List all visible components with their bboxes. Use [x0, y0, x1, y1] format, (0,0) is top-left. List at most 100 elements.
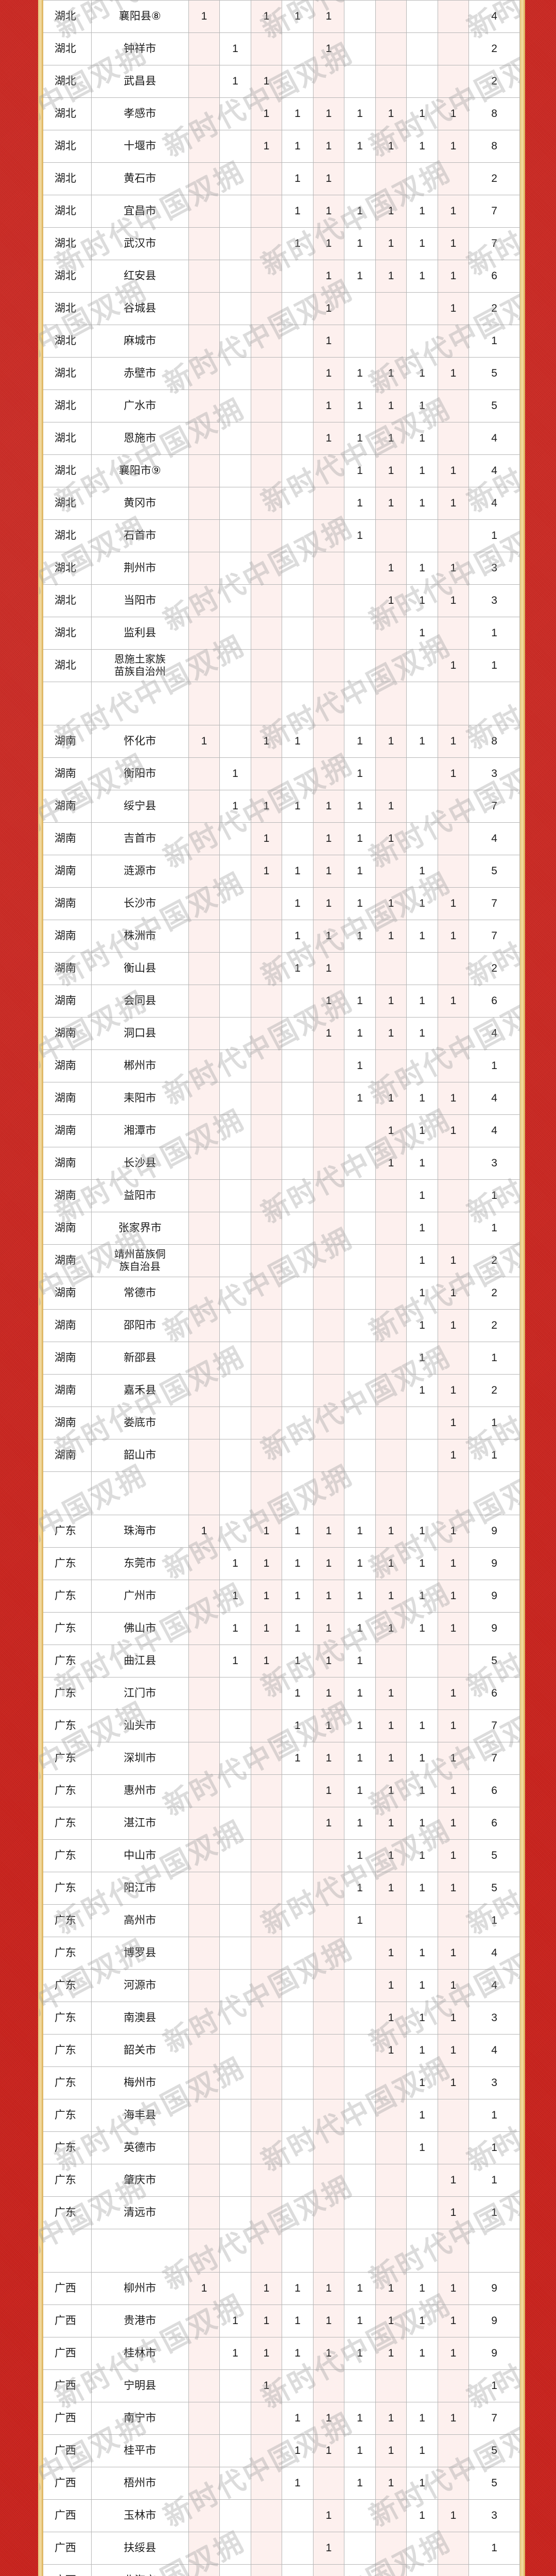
- mark-cell-checked: 1: [375, 584, 407, 617]
- mark-cell-empty: [437, 855, 470, 888]
- city-cell: 梧州市: [91, 2467, 189, 2500]
- mark-cell-checked: 1: [375, 2002, 407, 2035]
- mark-cell-empty: [219, 0, 251, 33]
- row-total: 2: [468, 292, 520, 325]
- mark-cell-empty: [344, 2002, 376, 2035]
- city-cell: 广州市: [91, 1580, 189, 1613]
- city-cell: 嘉禾县: [91, 1374, 189, 1407]
- table-row: 湖北 恩施市 1 1 1 1 4: [39, 422, 520, 455]
- row-total: 1: [468, 2369, 520, 2402]
- table-row: 湖南 绥宁县 1 1 1 1 1 1 7: [39, 790, 520, 823]
- mark-cell-empty: [282, 1969, 314, 2002]
- table-row: 湖北 监利县 1 1: [39, 617, 520, 650]
- mark-cell-empty: [250, 2499, 283, 2532]
- separator-cell: [375, 682, 407, 725]
- mark-cell-empty: [344, 32, 376, 65]
- mark-cell-checked: 1: [375, 887, 407, 920]
- mark-cell-empty: [219, 519, 251, 552]
- table-row: 湖南 衡山县 1 1 2: [39, 952, 520, 985]
- mark-cell-checked: 1: [406, 1082, 438, 1115]
- mark-cell-empty: [282, 2564, 314, 2576]
- mark-cell-empty: [282, 2002, 314, 2035]
- table-row: 湖南 涟源市 1 1 1 1 1 5: [39, 855, 520, 888]
- mark-cell-empty: [344, 1309, 376, 1342]
- mark-cell-empty: [188, 1147, 220, 1180]
- mark-cell-checked: 1: [406, 2131, 438, 2164]
- province-cell: 湖北: [39, 227, 92, 260]
- mark-cell-checked: 1: [406, 1872, 438, 1905]
- row-total: 9: [468, 2272, 520, 2305]
- separator-cell: [406, 1471, 438, 1515]
- mark-cell-checked: 1: [282, 0, 314, 33]
- mark-cell-checked: 1: [406, 1179, 438, 1212]
- mark-cell-empty: [375, 2099, 407, 2132]
- mark-cell-checked: 1: [437, 260, 470, 293]
- row-total: 3: [468, 2564, 520, 2576]
- mark-cell-checked: 1: [312, 2337, 345, 2370]
- mark-cell-checked: 1: [406, 2099, 438, 2132]
- city-cell: 长沙县: [91, 1147, 189, 1180]
- mark-cell-checked: 1: [312, 1515, 345, 1548]
- mark-cell-checked: 1: [375, 1872, 407, 1905]
- table-row: 广东 深圳市 1 1 1 1 1 1 7: [39, 1742, 520, 1775]
- mark-cell-checked: 1: [437, 1114, 470, 1147]
- province-cell: 湖北: [39, 389, 92, 422]
- mark-cell-checked: 1: [406, 260, 438, 293]
- mark-cell-checked: 1: [250, 790, 283, 823]
- table-row: 广西 玉林市 1 1 1 3: [39, 2499, 520, 2532]
- table-row: 湖北 石首市 1 1: [39, 519, 520, 552]
- table-row: 湖南 益阳市 1 1: [39, 1179, 520, 1212]
- mark-cell-empty: [282, 65, 314, 98]
- mark-cell-empty: [312, 584, 345, 617]
- province-cell: 湖南: [39, 1244, 92, 1277]
- mark-cell-empty: [282, 2066, 314, 2099]
- mark-cell-empty: [250, 617, 283, 650]
- mark-cell-empty: [437, 1212, 470, 1245]
- mark-cell-checked: 1: [375, 422, 407, 455]
- mark-cell-empty: [219, 2066, 251, 2099]
- row-total: 5: [468, 1872, 520, 1905]
- mark-cell-empty: [344, 1212, 376, 1245]
- mark-cell-checked: 1: [282, 2434, 314, 2467]
- mark-cell-empty: [282, 1774, 314, 1807]
- row-total: 3: [468, 552, 520, 585]
- table-row: 湖北 麻城市 1 1: [39, 325, 520, 358]
- row-total: 4: [468, 1937, 520, 1970]
- province-cell: 广东: [39, 1872, 92, 1905]
- city-cell: 衡山县: [91, 952, 189, 985]
- mark-cell-empty: [250, 1342, 283, 1375]
- province-cell: 广东: [39, 1937, 92, 1970]
- table-row: 广东 江门市 1 1 1 1 1 6: [39, 1677, 520, 1710]
- mark-cell-checked: 1: [437, 1580, 470, 1613]
- mark-cell-empty: [282, 1082, 314, 1115]
- province-cell: 广西: [39, 2467, 92, 2500]
- province-cell: 广东: [39, 1677, 92, 1710]
- mark-cell-empty: [188, 1212, 220, 1245]
- row-total: 4: [468, 1082, 520, 1115]
- mark-cell-empty: [312, 1049, 345, 1082]
- mark-cell-empty: [282, 822, 314, 855]
- table-row: 湖北 黄冈市 1 1 1 1 4: [39, 487, 520, 520]
- mark-cell-checked: 1: [188, 0, 220, 33]
- mark-cell-checked: 1: [344, 2272, 376, 2305]
- mark-cell-empty: [188, 920, 220, 953]
- mark-cell-empty: [219, 1017, 251, 1050]
- province-cell: 广东: [39, 1580, 92, 1613]
- row-total: 1: [468, 1212, 520, 1245]
- city-cell: 北海市: [91, 2564, 189, 2576]
- mark-cell-empty: [406, 1406, 438, 1439]
- mark-cell-checked: 1: [344, 1017, 376, 1050]
- mark-cell-checked: 1: [375, 1515, 407, 1548]
- table-row: 广东 博罗县 1 1 1 4: [39, 1937, 520, 1970]
- mark-cell-checked: 1: [344, 1904, 376, 1937]
- mark-cell-checked: 1: [375, 2272, 407, 2305]
- mark-cell-checked: 1: [437, 1709, 470, 1742]
- separator-cell: [468, 682, 520, 725]
- mark-cell-empty: [312, 2564, 345, 2576]
- mark-cell-empty: [188, 1645, 220, 1677]
- mark-cell-checked: 1: [437, 725, 470, 758]
- mark-cell-checked: 1: [250, 1515, 283, 1548]
- city-cell: 钟祥市: [91, 32, 189, 65]
- mark-cell-empty: [188, 519, 220, 552]
- separator-cell: [39, 1471, 92, 1515]
